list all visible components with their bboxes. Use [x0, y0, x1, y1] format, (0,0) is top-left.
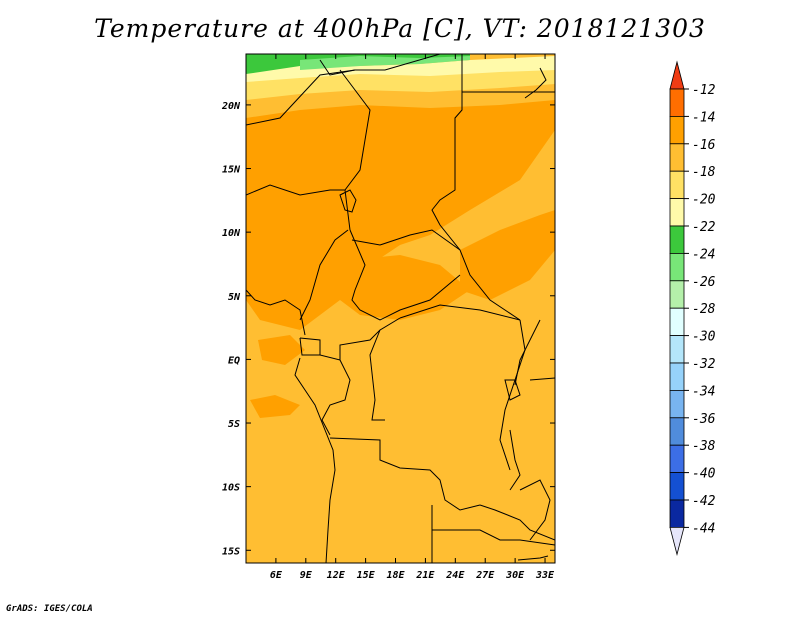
colorbar-swatch — [669, 417, 685, 446]
colorbar-label: -14 — [692, 110, 715, 125]
colorbar-label: -34 — [692, 384, 715, 399]
colorbar-swatch — [669, 499, 685, 528]
colorbar-swatch — [669, 362, 685, 391]
field-patch-sw — [250, 395, 300, 418]
field-band-minus14 — [246, 90, 555, 330]
colorbar-swatch — [669, 444, 685, 474]
lat-tick-label: EQ — [228, 355, 240, 366]
map-title: Temperature at 400hPa [C], VT: 201812130… — [94, 14, 706, 43]
lon-tick-label: 15E — [357, 570, 376, 581]
colorbar-label: -36 — [692, 412, 716, 427]
colorbar-swatch — [669, 170, 685, 199]
latitude-axis: 20N 15N 10N 5N EQ 5S 10S 15S — [221, 101, 555, 557]
lat-tick-label: 15S — [222, 546, 240, 557]
field-band-minus14-central — [340, 255, 470, 320]
lat-tick-label: 10N — [222, 228, 241, 239]
colorbar-label: -26 — [692, 275, 716, 290]
colorbar-swatch — [669, 225, 685, 254]
colorbar-swatch — [669, 280, 685, 309]
colorbar-swatch — [669, 389, 685, 419]
lon-tick-label: 18E — [386, 570, 405, 581]
colorbar-swatch — [669, 198, 685, 227]
lon-tick-label: 24E — [445, 570, 465, 581]
colorbar-bottom-arrow — [669, 527, 685, 556]
colorbar-label: -32 — [692, 357, 716, 372]
colorbar-swatch — [669, 88, 685, 117]
colorbar-label: -44 — [692, 521, 715, 536]
field-band-minus14-east — [460, 210, 555, 300]
colorbar-swatch — [669, 335, 685, 364]
lon-tick-label: 9E — [300, 570, 313, 581]
colorbar-swatch — [669, 472, 685, 501]
lon-tick-label: 27E — [475, 570, 495, 581]
colorbar-label: -42 — [692, 494, 716, 509]
field-patch-gabon — [258, 335, 305, 365]
grads-credit: GrADS: IGES/COLA — [6, 604, 93, 614]
colorbar-label: -18 — [692, 165, 716, 180]
temperature-field — [246, 54, 555, 563]
lat-tick-label: 10S — [222, 483, 240, 494]
colorbar-label: -24 — [692, 247, 715, 262]
lon-tick-label: 33E — [535, 570, 555, 581]
colorbar-label: -28 — [692, 302, 716, 317]
longitude-axis: 6E 9E 12E 15E 18E 21E 24E 27E 30E 33E — [270, 54, 555, 581]
map-frame — [245, 53, 556, 564]
colorbar-label: -30 — [692, 330, 716, 345]
lon-tick-label: 30E — [505, 570, 525, 581]
colorbar-label: -12 — [692, 83, 716, 98]
colorbar-label: -16 — [692, 138, 716, 153]
lon-tick-label: 21E — [415, 570, 435, 581]
lat-tick-label: 20N — [221, 101, 241, 112]
lon-tick-label: 6E — [270, 570, 283, 581]
colorbar-label: -40 — [692, 467, 716, 482]
colorbar-label: -22 — [692, 220, 716, 235]
lat-tick-label: 5N — [228, 292, 241, 303]
field-band-minus24 — [300, 56, 470, 70]
colorbar-swatch — [669, 116, 685, 145]
colorbar: -12 -14 -16 -18 -20 -22 -24 -26 -28 -30 -32 -34 -36 -… — [669, 60, 716, 556]
lon-tick-label: 12E — [327, 570, 346, 581]
colorbar-swatch — [669, 252, 685, 282]
lat-tick-label: 5S — [228, 419, 240, 430]
colorbar-label: -20 — [692, 193, 716, 208]
colorbar-label: -38 — [692, 439, 716, 454]
colorbar-top-arrow — [669, 60, 685, 90]
lat-tick-label: 15N — [222, 165, 241, 176]
colorbar-swatch — [669, 307, 685, 337]
colorbar-swatch — [669, 143, 685, 172]
country-borders — [246, 54, 555, 563]
field-band-minus20 — [246, 56, 555, 82]
